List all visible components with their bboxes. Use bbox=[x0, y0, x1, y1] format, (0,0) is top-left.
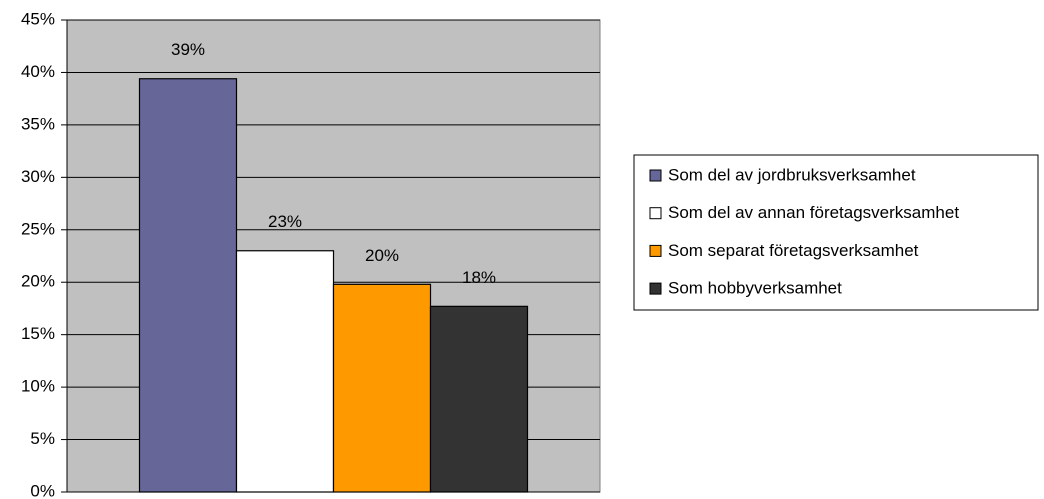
y-tick-label: 10% bbox=[21, 377, 55, 396]
data-label: 23% bbox=[268, 212, 302, 231]
legend-label: Som del av jordbruksverksamhet bbox=[668, 165, 916, 184]
y-tick-label: 5% bbox=[30, 429, 55, 448]
bar bbox=[332, 283, 432, 493]
legend-label: Som del av annan företagsverksamhet bbox=[668, 203, 959, 222]
y-tick-label: 45% bbox=[21, 9, 55, 28]
y-tick-label: 35% bbox=[21, 114, 55, 133]
legend-swatch bbox=[649, 244, 662, 257]
data-label: 18% bbox=[462, 268, 496, 287]
y-tick-label: 30% bbox=[21, 167, 55, 186]
legend-swatch bbox=[649, 169, 662, 182]
bar bbox=[138, 78, 238, 493]
legend-swatch bbox=[649, 207, 662, 220]
bar bbox=[235, 250, 335, 493]
data-label: 39% bbox=[171, 40, 205, 59]
legend bbox=[633, 154, 1039, 311]
data-label: 20% bbox=[365, 246, 399, 265]
bar bbox=[429, 305, 529, 493]
y-tick-label: 25% bbox=[21, 219, 55, 238]
y-tick-label: 20% bbox=[21, 272, 55, 291]
y-tick-label: 0% bbox=[30, 481, 55, 499]
legend-label: Som hobbyverksamhet bbox=[668, 279, 842, 298]
y-tick-label: 15% bbox=[21, 324, 55, 343]
y-tick-label: 40% bbox=[21, 62, 55, 81]
legend-swatch bbox=[649, 282, 662, 295]
legend-label: Som separat företagsverksamhet bbox=[668, 241, 919, 260]
